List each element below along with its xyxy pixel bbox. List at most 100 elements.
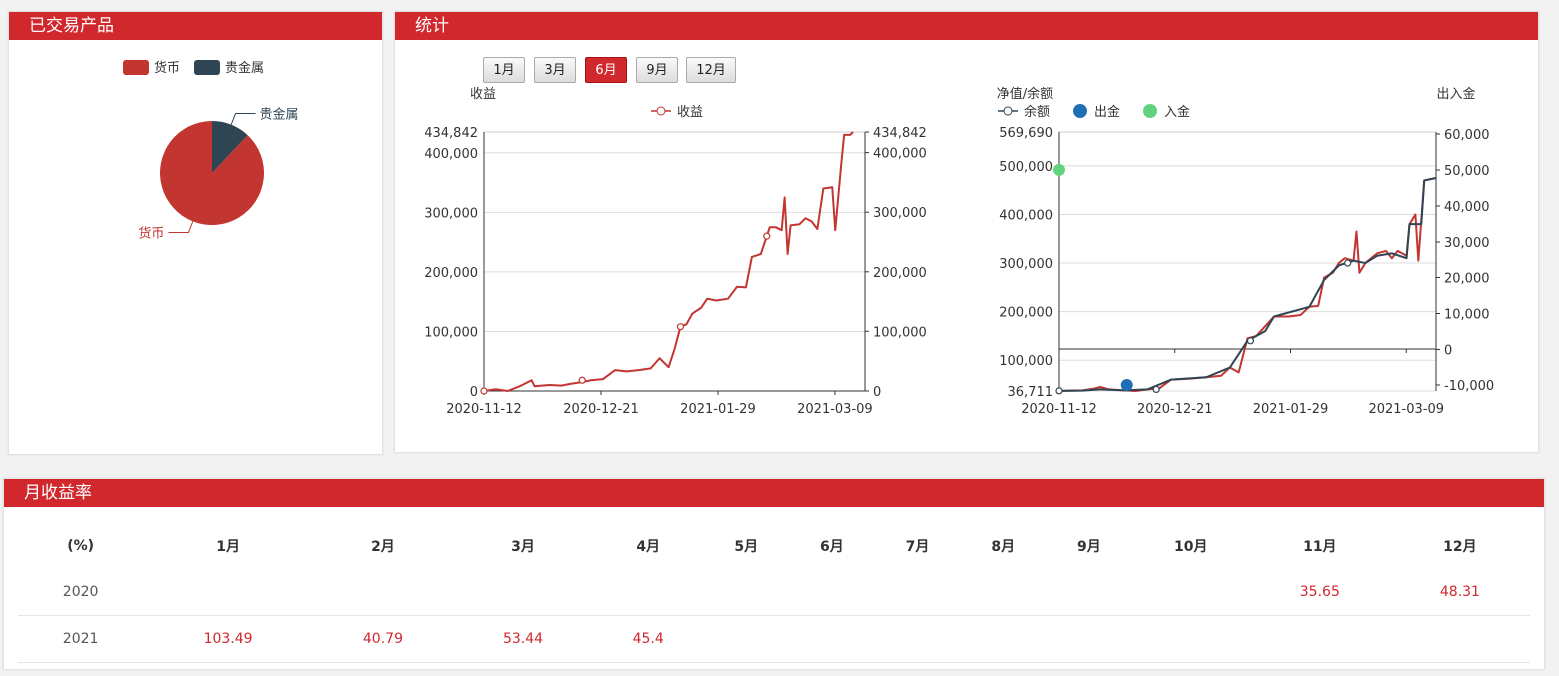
products-title: 已交易产品 [9, 12, 382, 40]
pie-slice-1 [212, 121, 248, 173]
series-line-1 [1058, 177, 1437, 392]
table-header-5: 5月 [734, 539, 759, 555]
row-year-label: 2020 [18, 569, 144, 616]
cash-event-1 [1120, 379, 1133, 391]
stats-panel: 统计 1月 3月 6月 9月 12月 收益 收益 434,842 400,000 300,000… [394, 11, 1539, 453]
series-1-marker-1 [1152, 385, 1160, 394]
legend-marker-3 [1143, 104, 1157, 118]
y-tick-label-4: 200,000 [999, 306, 1053, 321]
series-1-marker-0 [1055, 387, 1063, 395]
y-axis-name: 收益 [470, 87, 496, 102]
y-tick-label-5: 0 [470, 385, 478, 400]
return-cell [789, 569, 875, 616]
legend-label-2: 出金 [1094, 104, 1120, 120]
range-button-1[interactable]: 3月 [534, 57, 576, 83]
y2-tick-label-5: 10,000 [1444, 308, 1490, 323]
return-cell: 53.44 [452, 615, 594, 663]
table-header-0: (%) [67, 538, 95, 554]
products-panel: 已交易产品 货币 贵金属 货币 贵金属 [8, 11, 383, 455]
return-cell: 35.65 [1249, 569, 1390, 616]
range-button-2[interactable]: 6月 [585, 57, 627, 83]
table-header-8: 8月 [991, 539, 1016, 555]
legend-marker-0 [656, 106, 666, 116]
series-line-0 [1058, 177, 1437, 392]
y-tick-label-2: 400,000 [999, 208, 1053, 223]
y-axis-name: 净值/余额 [997, 86, 1053, 102]
series-0-marker-1 [578, 376, 586, 384]
x-tick-label-0: 2020-11-12 [446, 402, 522, 417]
return-cell [1389, 615, 1530, 663]
equity-balance-chart: 净值余额出金入金净值/余额出入金569,690500,000400,000300… [997, 86, 1494, 417]
return-cell [1131, 615, 1250, 663]
series-0-marker-3 [763, 232, 771, 240]
table-header-10: 10月 [1174, 539, 1208, 555]
pie-label-0: 货币 [138, 226, 164, 242]
range-button-3[interactable]: 9月 [636, 57, 678, 83]
return-cell [703, 569, 790, 616]
table-header-3: 3月 [511, 539, 535, 555]
y-tick-label-1: 500,000 [999, 160, 1053, 175]
monthly-title: 月收益率 [4, 479, 1544, 507]
pie-label-line-1 [230, 112, 256, 125]
series-1-marker-3 [1344, 259, 1352, 267]
range-button-0[interactable]: 1月 [483, 57, 525, 83]
table-header-9: 9月 [1077, 539, 1101, 555]
return-cell [1249, 615, 1390, 663]
y-tick-label-3: 300,000 [999, 257, 1053, 272]
series-1-marker-2 [1246, 337, 1255, 345]
legend-label-0: 货币 [154, 60, 180, 76]
return-cell [874, 615, 961, 663]
legend-swatch-1 [194, 60, 220, 75]
legend-swatch-0 [123, 60, 149, 75]
y2-tick-label-4: 20,000 [1444, 272, 1490, 287]
y2-axis-name: 出入金 [1436, 86, 1475, 102]
legend-label-3: 入金 [1164, 104, 1190, 120]
x-tick-label-1: 2020-12-21 [1137, 402, 1213, 417]
table-header-2: 2月 [371, 539, 395, 555]
table-body: 2020 35.65 48.31 2021 103.49 40.79 53.44 45.4 [18, 569, 1530, 663]
table-header-11: 11月 [1303, 539, 1337, 555]
return-cell: 103.49 [143, 615, 313, 663]
return-cell [960, 615, 1047, 663]
return-cell [1046, 569, 1132, 616]
pie-label-line-0 [168, 221, 194, 234]
return-cell: 40.79 [312, 615, 453, 663]
y2-tick-label-0: 60,000 [1444, 128, 1490, 143]
y-tick-label-1: 400,000 [425, 147, 478, 162]
y-tick-label-0: 569,690 [999, 126, 1053, 141]
y2-tick-label-0: 434,842 [873, 126, 927, 141]
x-tick-label-1: 2020-12-21 [563, 402, 639, 417]
y2-tick-label-1: 50,000 [1444, 164, 1490, 179]
return-cell [789, 615, 875, 663]
x-tick-label-3: 2021-03-09 [1368, 402, 1444, 417]
series-0-marker-2 [676, 323, 685, 331]
return-cell [452, 569, 594, 616]
y-tick-label-2: 300,000 [425, 206, 478, 221]
return-cell [593, 569, 704, 616]
y2-tick-label-7: -10,000 [1444, 379, 1494, 394]
y-tick-label-5: 100,000 [999, 354, 1053, 369]
table-header-6: 6月 [820, 539, 844, 555]
x-tick-label-0: 2020-11-12 [1021, 402, 1097, 417]
y-tick-label-6: 36,711 [1008, 385, 1054, 400]
table-header-row: (%) 1月 2月 3月 4月 5月 6月 7月 8月 9月 10月 11月 12月 [18, 523, 1530, 569]
table-header-4: 4月 [636, 539, 661, 555]
y2-tick-label-1: 400,000 [873, 147, 927, 162]
return-cell [874, 569, 961, 616]
return-cell: 48.31 [1389, 569, 1530, 616]
monthly-panel: 月收益率 (%) 1月 2月 3月 4月 5月 6月 7月 8月 9月 10月 11月 12月 2020… [3, 478, 1545, 670]
table-row: 2020 35.65 48.31 [18, 569, 1530, 616]
x-tick-label-3: 2021-03-09 [797, 402, 873, 417]
legend-label-1: 贵金属 [225, 60, 264, 76]
legend-marker-1 [1003, 106, 1013, 116]
y2-tick-label-4: 100,000 [873, 325, 927, 340]
table-row: 2021 103.49 40.79 53.44 45.4 [18, 615, 1530, 663]
return-cell [703, 615, 790, 663]
range-button-4[interactable]: 12月 [686, 57, 736, 83]
y2-tick-label-3: 30,000 [1444, 236, 1490, 251]
y-tick-label-3: 200,000 [425, 266, 478, 281]
x-tick-label-2: 2021-01-29 [680, 402, 756, 417]
y-tick-label-0: 434,842 [425, 126, 478, 141]
series-0-marker-0 [480, 387, 488, 395]
